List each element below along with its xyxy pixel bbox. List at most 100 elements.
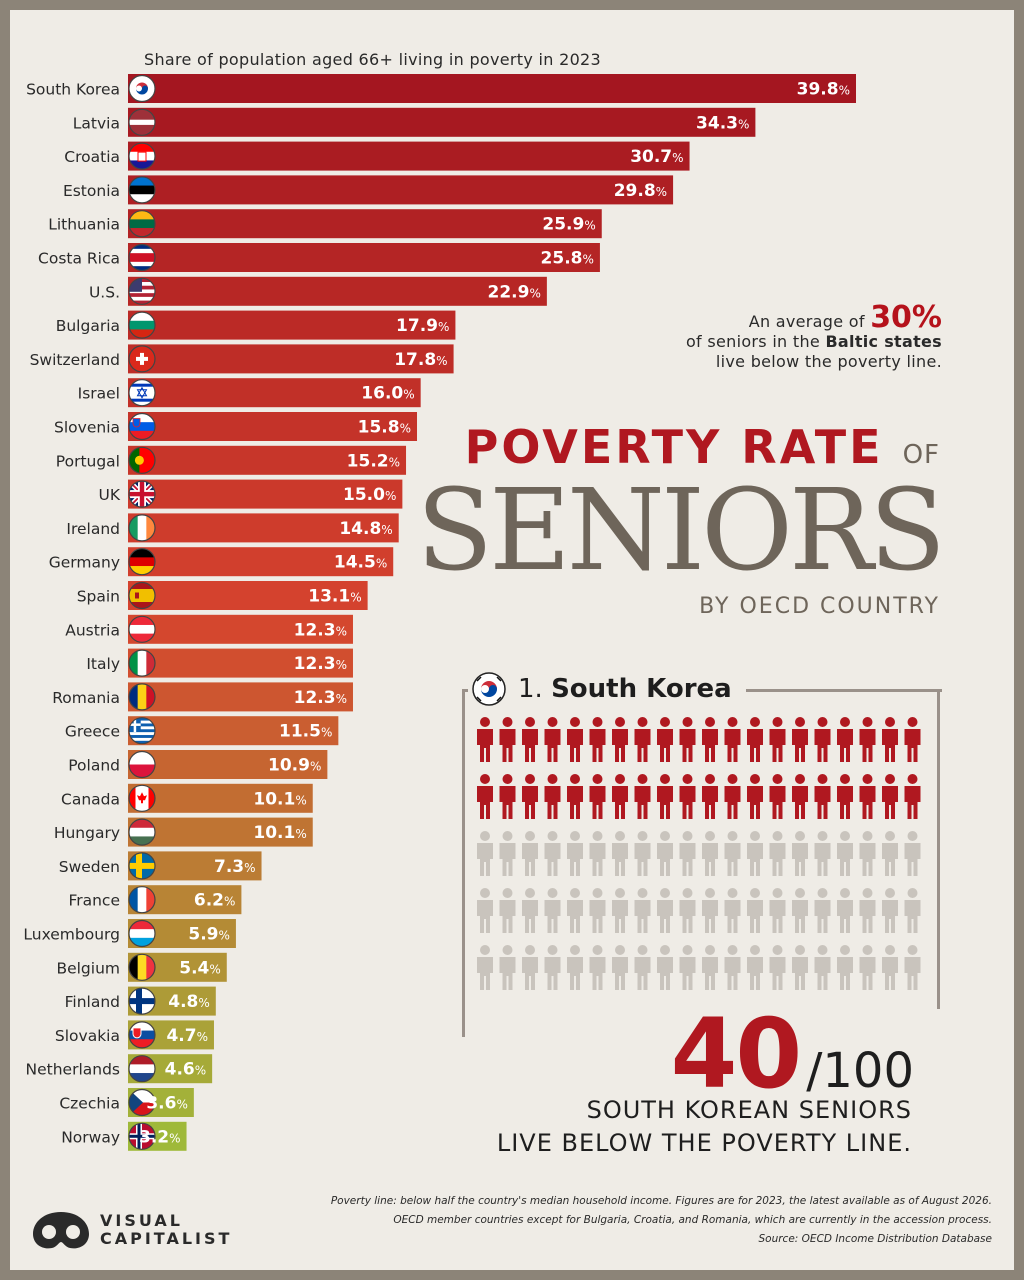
bar — [128, 817, 313, 847]
person-icon — [477, 831, 493, 876]
bar-row: Czechia 3.6% — [59, 1088, 194, 1117]
person-icon — [837, 774, 853, 819]
category-label: Canada — [61, 790, 120, 808]
category-label: Norway — [61, 1128, 120, 1146]
person-icon — [859, 717, 876, 762]
highlight-box-edge — [937, 689, 940, 1009]
person-icon — [904, 831, 921, 876]
category-label: Poland — [68, 757, 120, 775]
value-label: 10.9% — [268, 756, 321, 776]
lithuania-flag-icon — [128, 210, 156, 238]
callout-baltic: Baltic states — [825, 332, 942, 351]
bar — [128, 513, 399, 543]
person-icon — [679, 774, 696, 819]
bar-row: South Korea 39.8% — [26, 74, 856, 103]
person-icon — [769, 717, 786, 762]
bar — [128, 479, 403, 509]
person-icon — [724, 888, 741, 933]
value-label: 12.3% — [294, 654, 347, 674]
bar-row: Finland 4.8% — [65, 986, 216, 1016]
value-label: 13.1% — [308, 587, 361, 607]
value-label: 30.7% — [630, 147, 683, 167]
value-label: 29.8% — [614, 181, 667, 201]
category-label: Netherlands — [26, 1061, 120, 1079]
bar-row: Croatia 30.7% — [64, 141, 690, 171]
person-icon — [792, 831, 808, 876]
bar — [128, 412, 418, 441]
category-label: Slovakia — [55, 1027, 120, 1045]
romania-flag-icon — [128, 683, 156, 711]
category-label: Israel — [78, 385, 120, 403]
estonia-flag-icon — [128, 176, 156, 204]
person-icon — [904, 774, 921, 819]
person-icon — [882, 774, 898, 819]
norway-flag-icon — [128, 1122, 156, 1150]
person-icon — [724, 831, 741, 876]
person-icon — [499, 774, 516, 819]
slovenia-flag-icon — [128, 412, 156, 441]
belgium-flag-icon — [128, 953, 156, 981]
person-icon — [702, 774, 718, 819]
bar-row: Norway 3.2% — [61, 1121, 187, 1151]
callout-line-1: An average of 30% — [686, 303, 942, 333]
title-poverty-rate: POVERTY RATE OF — [465, 420, 940, 474]
bar-row: Ireland 14.8% — [66, 513, 399, 543]
person-icon — [882, 888, 898, 933]
person-icon — [567, 774, 583, 819]
person-icon — [522, 945, 538, 990]
value-label: 17.8% — [394, 350, 447, 370]
person-icon — [837, 888, 853, 933]
stat-number: 40 — [670, 998, 803, 1110]
value-label: 5.9% — [188, 925, 230, 945]
finland-flag-icon — [128, 987, 156, 1015]
austria-flag-icon — [128, 615, 156, 643]
person-icon — [702, 831, 718, 876]
bar-row: France 6.2% — [68, 885, 242, 915]
person-icon — [679, 831, 696, 876]
bar — [128, 378, 421, 408]
value-label: 3.6% — [146, 1094, 188, 1114]
category-label: Spain — [77, 588, 120, 606]
person-icon — [612, 888, 628, 933]
category-label: Lithuania — [48, 216, 120, 234]
person-icon — [702, 888, 718, 933]
person-icon — [792, 774, 808, 819]
person-icon — [522, 831, 538, 876]
person-icon — [769, 774, 786, 819]
value-label: 15.2% — [347, 451, 400, 471]
bar — [128, 243, 600, 272]
czechia-flag-icon — [128, 1088, 156, 1117]
costa-rica-flag-icon — [128, 243, 156, 272]
footnotes: Poverty line: below half the country's m… — [331, 1192, 992, 1249]
category-label: Slovenia — [54, 419, 120, 437]
person-icon — [747, 888, 763, 933]
person-icon — [904, 945, 921, 990]
hungary-flag-icon — [128, 818, 156, 846]
category-label: U.S. — [89, 283, 120, 301]
value-label: 14.5% — [334, 553, 387, 573]
germany-flag-icon — [128, 548, 156, 576]
person-icon — [679, 717, 696, 762]
value-label: 17.9% — [396, 316, 449, 336]
person-icon — [724, 774, 741, 819]
person-icon — [544, 945, 561, 990]
person-icon — [679, 945, 696, 990]
person-icon — [837, 831, 853, 876]
uk-flag-icon — [128, 480, 156, 508]
bar-chart: South Korea 39.8% Latvia 34.3% Croatia 30.7% E… — [23, 74, 856, 1151]
bar — [128, 783, 313, 813]
category-label: Romania — [52, 689, 120, 707]
greece-flag-icon — [128, 717, 156, 745]
person-icon — [589, 945, 606, 990]
person-icon — [589, 717, 606, 762]
person-icon — [657, 831, 673, 876]
value-label: 7.3% — [214, 857, 256, 877]
highlight-heading: 1. South Korea — [468, 672, 746, 706]
footnote-members: OECD member countries except for Bulgari… — [393, 1214, 992, 1226]
ireland-flag-icon — [128, 514, 156, 542]
title-part-1: POVERTY RATE — [464, 420, 884, 474]
person-icon — [814, 945, 831, 990]
person-icon — [634, 774, 651, 819]
person-icon — [747, 945, 763, 990]
value-label: 16.0% — [361, 384, 414, 404]
